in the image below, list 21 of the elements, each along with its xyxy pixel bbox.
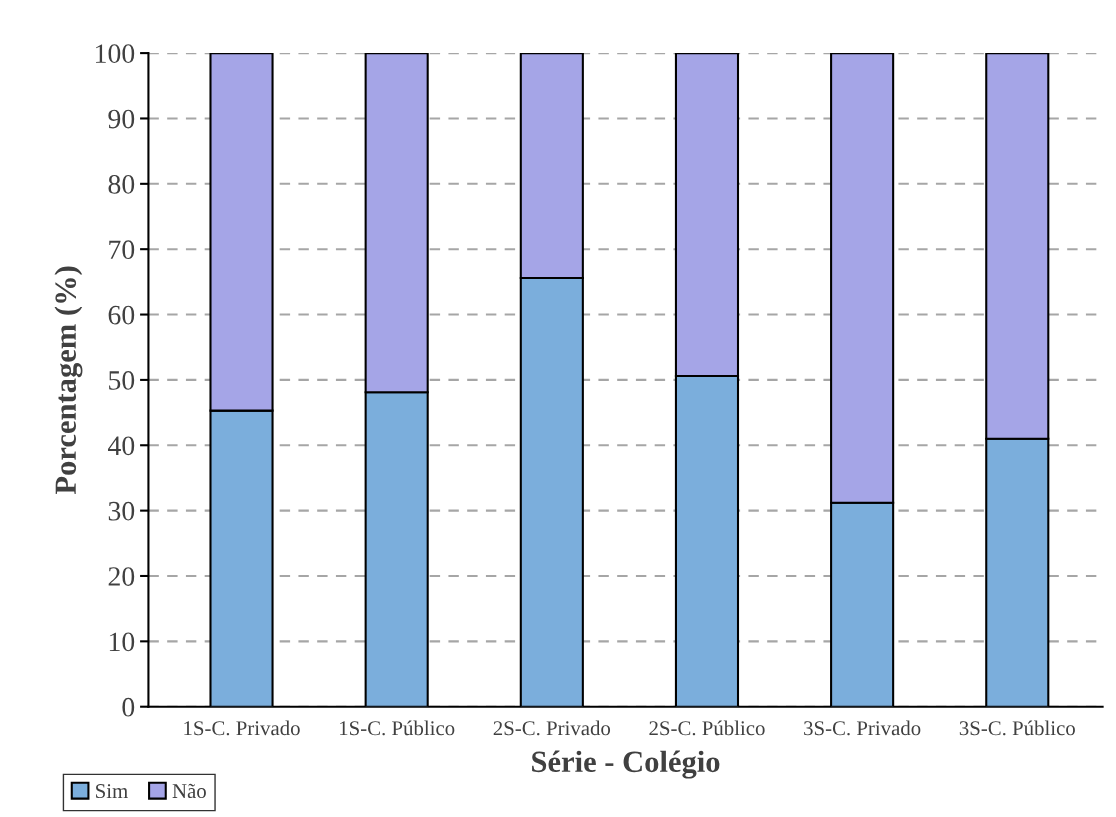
legend-label: Não bbox=[172, 783, 206, 799]
y-tick-label: 60 bbox=[108, 305, 135, 325]
y-tick-label: 70 bbox=[109, 240, 135, 260]
x-tick-label: 3S-C. Público bbox=[959, 720, 1075, 736]
x-tick-label: 2S-C. Privado bbox=[493, 720, 611, 736]
x-tick-label: 2S-C. Público bbox=[649, 720, 765, 736]
x-axis-title: Série - Colégio bbox=[532, 750, 720, 779]
x-tick-label: 1S-C. Público bbox=[340, 720, 455, 736]
y-tick-label: 20 bbox=[108, 567, 135, 586]
y-tick-label: 50 bbox=[109, 371, 135, 390]
x-tick-label: 1S-C. Privado bbox=[184, 720, 300, 736]
y-axis-title: Porcentagem (%) bbox=[54, 266, 83, 495]
y-tick-label: 40 bbox=[108, 436, 135, 456]
y-tick-label: 30 bbox=[108, 501, 135, 521]
y-tick-label: 10 bbox=[109, 632, 135, 652]
y-tick-label: 100 bbox=[96, 44, 135, 64]
legend-label: Sim bbox=[96, 784, 128, 799]
y-tick-label: 80 bbox=[108, 174, 135, 194]
x-tick-label: 3S-C. Privado bbox=[804, 720, 921, 736]
y-tick-label: 90 bbox=[108, 109, 135, 129]
y-tick-label: 0 bbox=[122, 697, 135, 717]
